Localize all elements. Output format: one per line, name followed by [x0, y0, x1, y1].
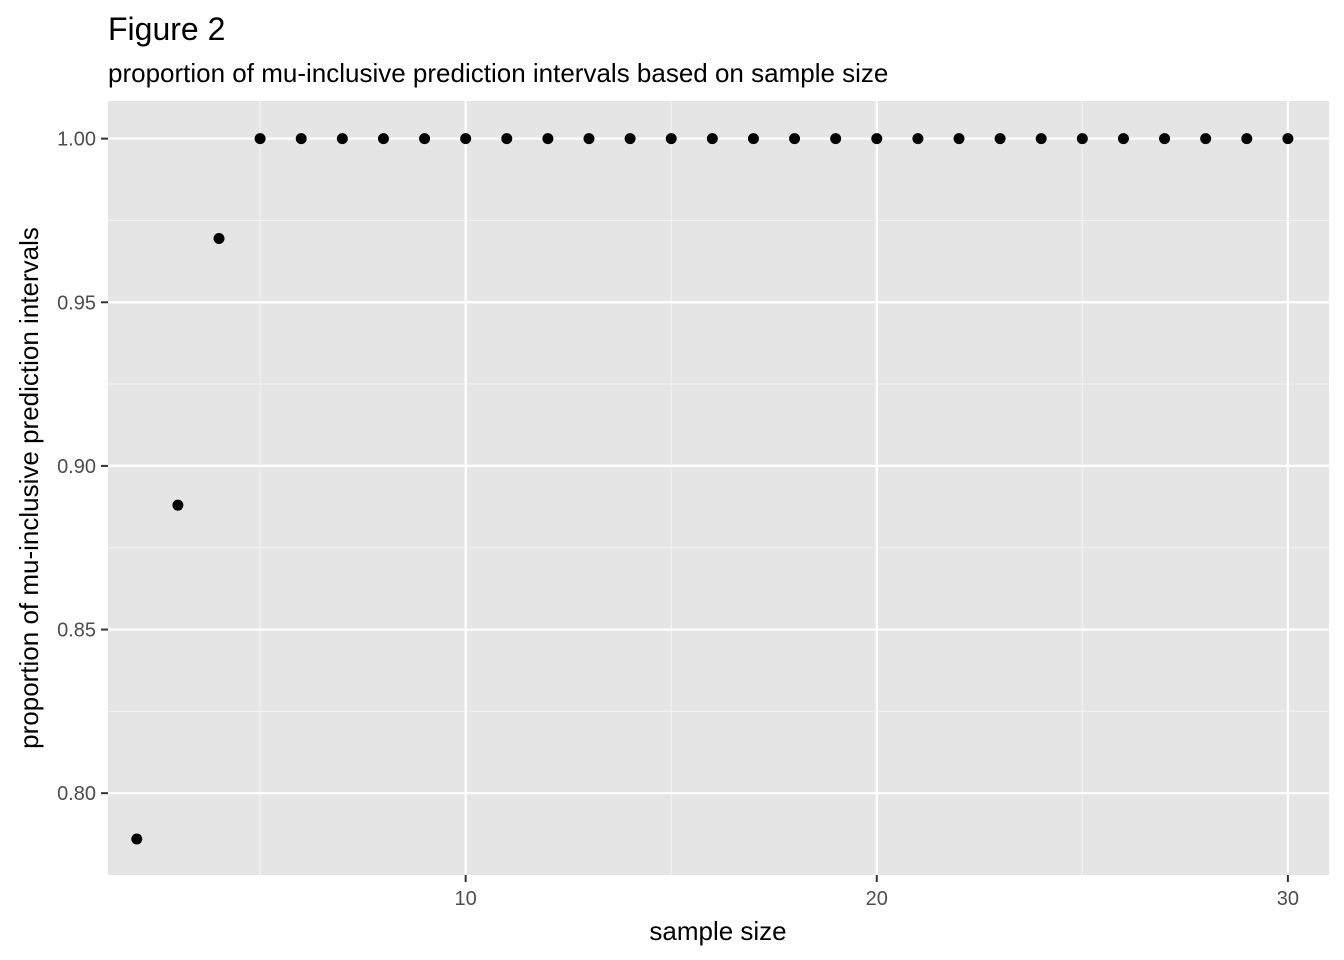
data-point [542, 133, 554, 145]
chart-subtitle: proportion of mu-inclusive prediction in… [108, 58, 888, 88]
data-point [747, 133, 759, 145]
chart-title: Figure 2 [108, 11, 225, 47]
data-point [994, 133, 1006, 145]
data-point [583, 133, 595, 145]
data-point [501, 133, 513, 145]
data-point [830, 133, 842, 145]
y-tick-label: 0.95 [57, 292, 96, 314]
data-point [213, 232, 225, 244]
y-tick-label: 0.80 [57, 783, 96, 805]
data-point [1241, 133, 1253, 145]
data-point [912, 133, 924, 145]
data-point [706, 133, 718, 145]
data-point [1035, 133, 1047, 145]
data-point [1076, 133, 1088, 145]
data-points [131, 133, 1294, 845]
data-point [377, 133, 389, 145]
data-point [336, 133, 348, 145]
x-axis: 10 20 30 [455, 875, 1299, 910]
x-axis-title: sample size [649, 916, 786, 946]
y-axis-title: proportion of mu-inclusive prediction in… [14, 227, 44, 749]
data-point [789, 133, 801, 145]
data-point [624, 133, 636, 145]
data-point [419, 133, 431, 145]
data-point [1200, 133, 1212, 145]
data-point [665, 133, 677, 145]
data-point [460, 133, 472, 145]
data-point [172, 499, 184, 511]
minor-gridlines [108, 101, 1329, 875]
y-axis: 0.80 0.85 0.90 0.95 1.00 [57, 129, 108, 805]
x-tick-label: 20 [866, 888, 888, 910]
plot-panel [108, 101, 1329, 875]
data-point [295, 133, 307, 145]
data-point [1282, 133, 1294, 145]
x-tick-label: 30 [1277, 888, 1299, 910]
data-point [953, 133, 965, 145]
data-point [1117, 133, 1129, 145]
data-point [131, 833, 143, 845]
x-tick-label: 10 [455, 888, 477, 910]
data-point [871, 133, 883, 145]
y-tick-label: 0.90 [57, 456, 96, 478]
y-tick-label: 1.00 [57, 129, 96, 151]
y-tick-label: 0.85 [57, 620, 96, 642]
data-point [1159, 133, 1171, 145]
data-point [254, 133, 266, 145]
